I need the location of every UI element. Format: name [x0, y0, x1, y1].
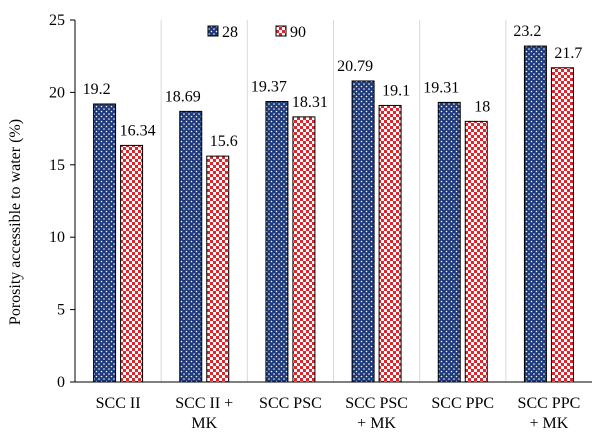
data-label: 19.37 [251, 79, 287, 96]
data-label: 23.2 [513, 23, 541, 40]
y-tick-label: 0 [57, 374, 65, 391]
bar-series-90 [464, 120, 488, 383]
bar-series-90 [206, 155, 230, 383]
data-label: 18.69 [165, 88, 201, 105]
data-label: 19.2 [83, 81, 111, 98]
y-tick-label: 15 [49, 157, 65, 174]
x-tick-label: SCC PPC + MK [518, 395, 581, 432]
bar-series-90 [378, 104, 402, 383]
legend: 28 90 [207, 24, 306, 41]
bar-series-28 [93, 103, 117, 383]
x-tick-label: SCC PSC [259, 395, 322, 412]
axes [70, 19, 592, 383]
x-tick-label: SCC II + MK [175, 395, 233, 432]
bar-series-90 [120, 144, 144, 383]
x-tick-label-line: + MK [530, 415, 569, 432]
y-tick-label: 20 [49, 84, 65, 101]
data-label: 19.31 [423, 79, 459, 96]
data-labels: 19.2 16.34 18.69 15.6 19.37 18.31 20.79 19.1 19.… [83, 23, 583, 150]
category-separators [160, 20, 507, 382]
bar-series-90 [292, 116, 316, 383]
legend-label: 28 [222, 24, 238, 41]
data-label: 18.31 [292, 94, 328, 111]
bar-series-28 [437, 101, 461, 383]
data-label: 19.1 [382, 82, 410, 99]
data-label: 18 [474, 98, 490, 115]
bar-series-28 [523, 45, 547, 383]
y-tick-label: 5 [57, 302, 65, 319]
x-tick-label: SCC II [96, 395, 141, 412]
x-tick-label-line: SCC PSC [345, 395, 408, 412]
data-label: 21.7 [554, 45, 582, 62]
data-label: 20.79 [337, 58, 373, 75]
legend-swatch-90 [275, 25, 287, 37]
x-tick-label: SCC PPC [431, 395, 494, 412]
bar-series-90 [550, 67, 574, 383]
x-tick-label-line: SCC II + [175, 395, 233, 412]
bars [93, 45, 574, 383]
x-tick-label-line: + MK [357, 415, 396, 432]
y-tick-label: 25 [49, 12, 65, 29]
legend-swatch-28 [207, 25, 219, 37]
x-tick-label-line: SCC PSC [259, 395, 322, 412]
x-tick-label-line: MK [191, 415, 217, 432]
y-tick-label: 10 [49, 229, 65, 246]
x-tick-label-line: SCC II [96, 395, 141, 412]
x-tick-label-line: SCC PPC [431, 395, 494, 412]
data-label: 15.6 [210, 133, 238, 150]
x-tick-label-line: SCC PPC [518, 395, 581, 412]
y-tick-labels: 0 5 10 15 20 25 [49, 12, 65, 391]
data-label: 16.34 [120, 122, 156, 139]
bar-series-28 [265, 101, 289, 383]
y-axis-title: Porosity accessible to water (%) [7, 119, 24, 325]
bar-series-28 [351, 80, 375, 383]
bar-series-28 [179, 110, 203, 383]
x-tick-label: SCC PSC + MK [345, 395, 408, 432]
legend-label: 90 [290, 24, 306, 41]
